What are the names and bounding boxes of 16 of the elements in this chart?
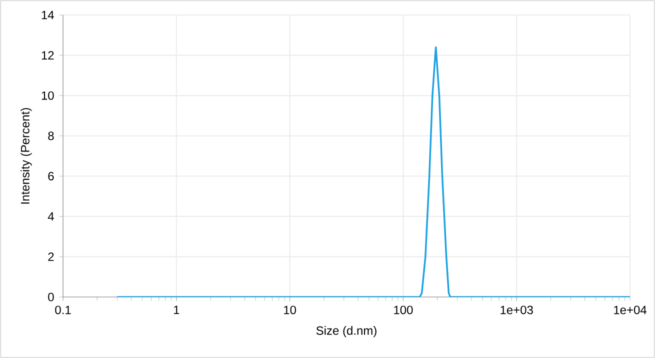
x-axis-title: Size (d.nm): [316, 326, 376, 338]
x-tick-label: 1: [174, 306, 180, 314]
y-tick-label: 12: [42, 51, 54, 60]
y-tick-label: 2: [48, 252, 54, 261]
y-tick-label: 6: [48, 172, 54, 180]
x-tick-label: 1e+04: [614, 306, 646, 314]
x-tick-label: 1e+03: [500, 306, 533, 314]
y-tick-label: 10: [42, 91, 54, 100]
y-tick-label: 0: [48, 292, 54, 302]
y-tick-label: 8: [48, 132, 54, 140]
y-axis-title: Intensity (Percent): [20, 108, 32, 204]
y-tick-label: 14: [42, 10, 54, 20]
x-tick-label: 10: [284, 306, 296, 314]
x-tick-label: 100: [394, 306, 413, 314]
y-tick-label: 4: [48, 212, 54, 221]
x-tick-label: 0.1: [55, 306, 71, 314]
